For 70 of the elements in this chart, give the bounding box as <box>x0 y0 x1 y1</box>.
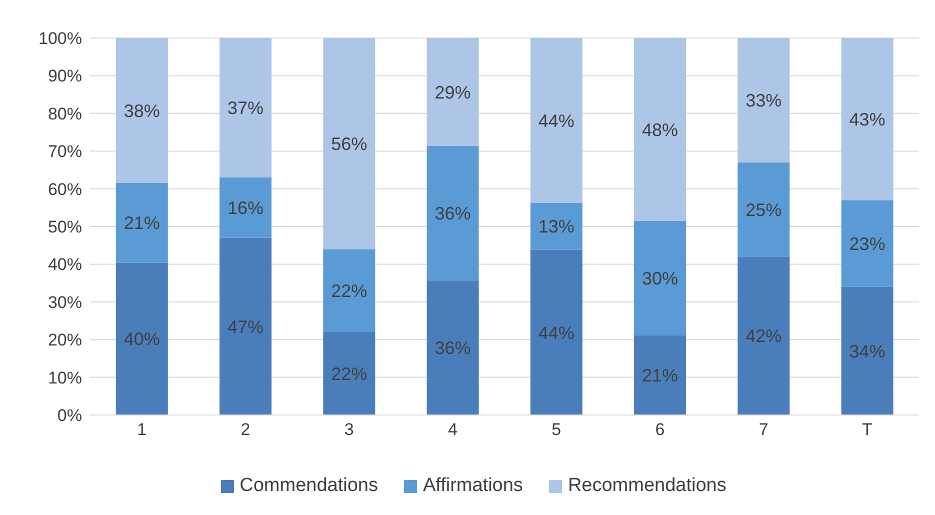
legend-label: Affirmations <box>422 475 523 497</box>
y-tick-label: 70% <box>48 142 82 162</box>
data-label: 21% <box>642 365 678 386</box>
bar <box>116 182 168 263</box>
bar <box>530 38 582 203</box>
y-tick-label: 50% <box>48 218 82 237</box>
y-tick-label: 0% <box>57 406 82 426</box>
data-label: 33% <box>746 90 782 111</box>
bar <box>323 332 376 415</box>
x-tick-label: 7 <box>758 420 768 440</box>
bar <box>841 38 894 200</box>
data-label: 44% <box>538 322 574 343</box>
data-label: 56% <box>331 134 368 154</box>
bar <box>841 286 894 415</box>
bar <box>634 38 686 221</box>
x-tick-label: 3 <box>344 420 354 440</box>
bar <box>426 38 479 146</box>
data-label: 34% <box>849 341 886 362</box>
data-label: 21% <box>124 213 160 234</box>
bar <box>841 200 894 287</box>
x-tick-label: 2 <box>240 420 250 440</box>
data-label: 29% <box>434 82 471 102</box>
data-label: 37% <box>228 98 264 118</box>
bar <box>116 262 168 415</box>
bar <box>634 220 686 336</box>
y-tick-label: 80% <box>48 104 82 124</box>
data-label: 48% <box>642 120 678 140</box>
x-tick-label: 1 <box>137 420 147 440</box>
bar <box>220 38 272 178</box>
data-label: 22% <box>331 280 368 301</box>
data-label: 38% <box>124 100 160 121</box>
bar <box>426 146 479 280</box>
bar <box>323 249 376 332</box>
bar <box>738 38 790 162</box>
data-label: 36% <box>434 338 471 358</box>
y-tick-label: 60% <box>48 180 82 199</box>
x-tick-label: 5 <box>552 420 562 440</box>
x-tick-label: 6 <box>655 420 665 440</box>
data-label: 42% <box>746 326 782 346</box>
bar <box>116 38 168 183</box>
legend-label: Commendations <box>240 475 378 497</box>
y-tick-label: 10% <box>48 368 82 388</box>
data-label: 43% <box>849 109 886 130</box>
bar <box>738 256 790 415</box>
bar <box>738 162 790 257</box>
y-tick-label: 30% <box>48 292 82 312</box>
data-label: 44% <box>538 110 574 131</box>
y-tick-label: 100% <box>38 29 82 48</box>
bar <box>634 335 686 415</box>
bar <box>530 250 582 415</box>
data-label: 30% <box>642 268 678 288</box>
x-tick-label: 4 <box>448 420 458 440</box>
bar <box>530 202 582 250</box>
data-label: 40% <box>124 329 160 350</box>
data-label: 23% <box>849 234 886 254</box>
data-label: 36% <box>434 204 471 224</box>
y-tick-label: 20% <box>48 330 82 350</box>
data-label: 13% <box>538 216 574 237</box>
data-label: 22% <box>331 364 368 384</box>
y-tick-label: 40% <box>48 255 82 274</box>
data-label: 16% <box>228 198 264 218</box>
data-label: 25% <box>746 200 782 220</box>
bar <box>220 238 272 415</box>
bar <box>323 38 376 250</box>
legend-label: Recommendations <box>568 475 726 497</box>
bar <box>426 280 479 415</box>
data-label: 47% <box>228 316 264 337</box>
bar <box>220 177 272 238</box>
x-tick-label: T <box>862 420 872 440</box>
y-tick-label: 90% <box>48 66 82 86</box>
